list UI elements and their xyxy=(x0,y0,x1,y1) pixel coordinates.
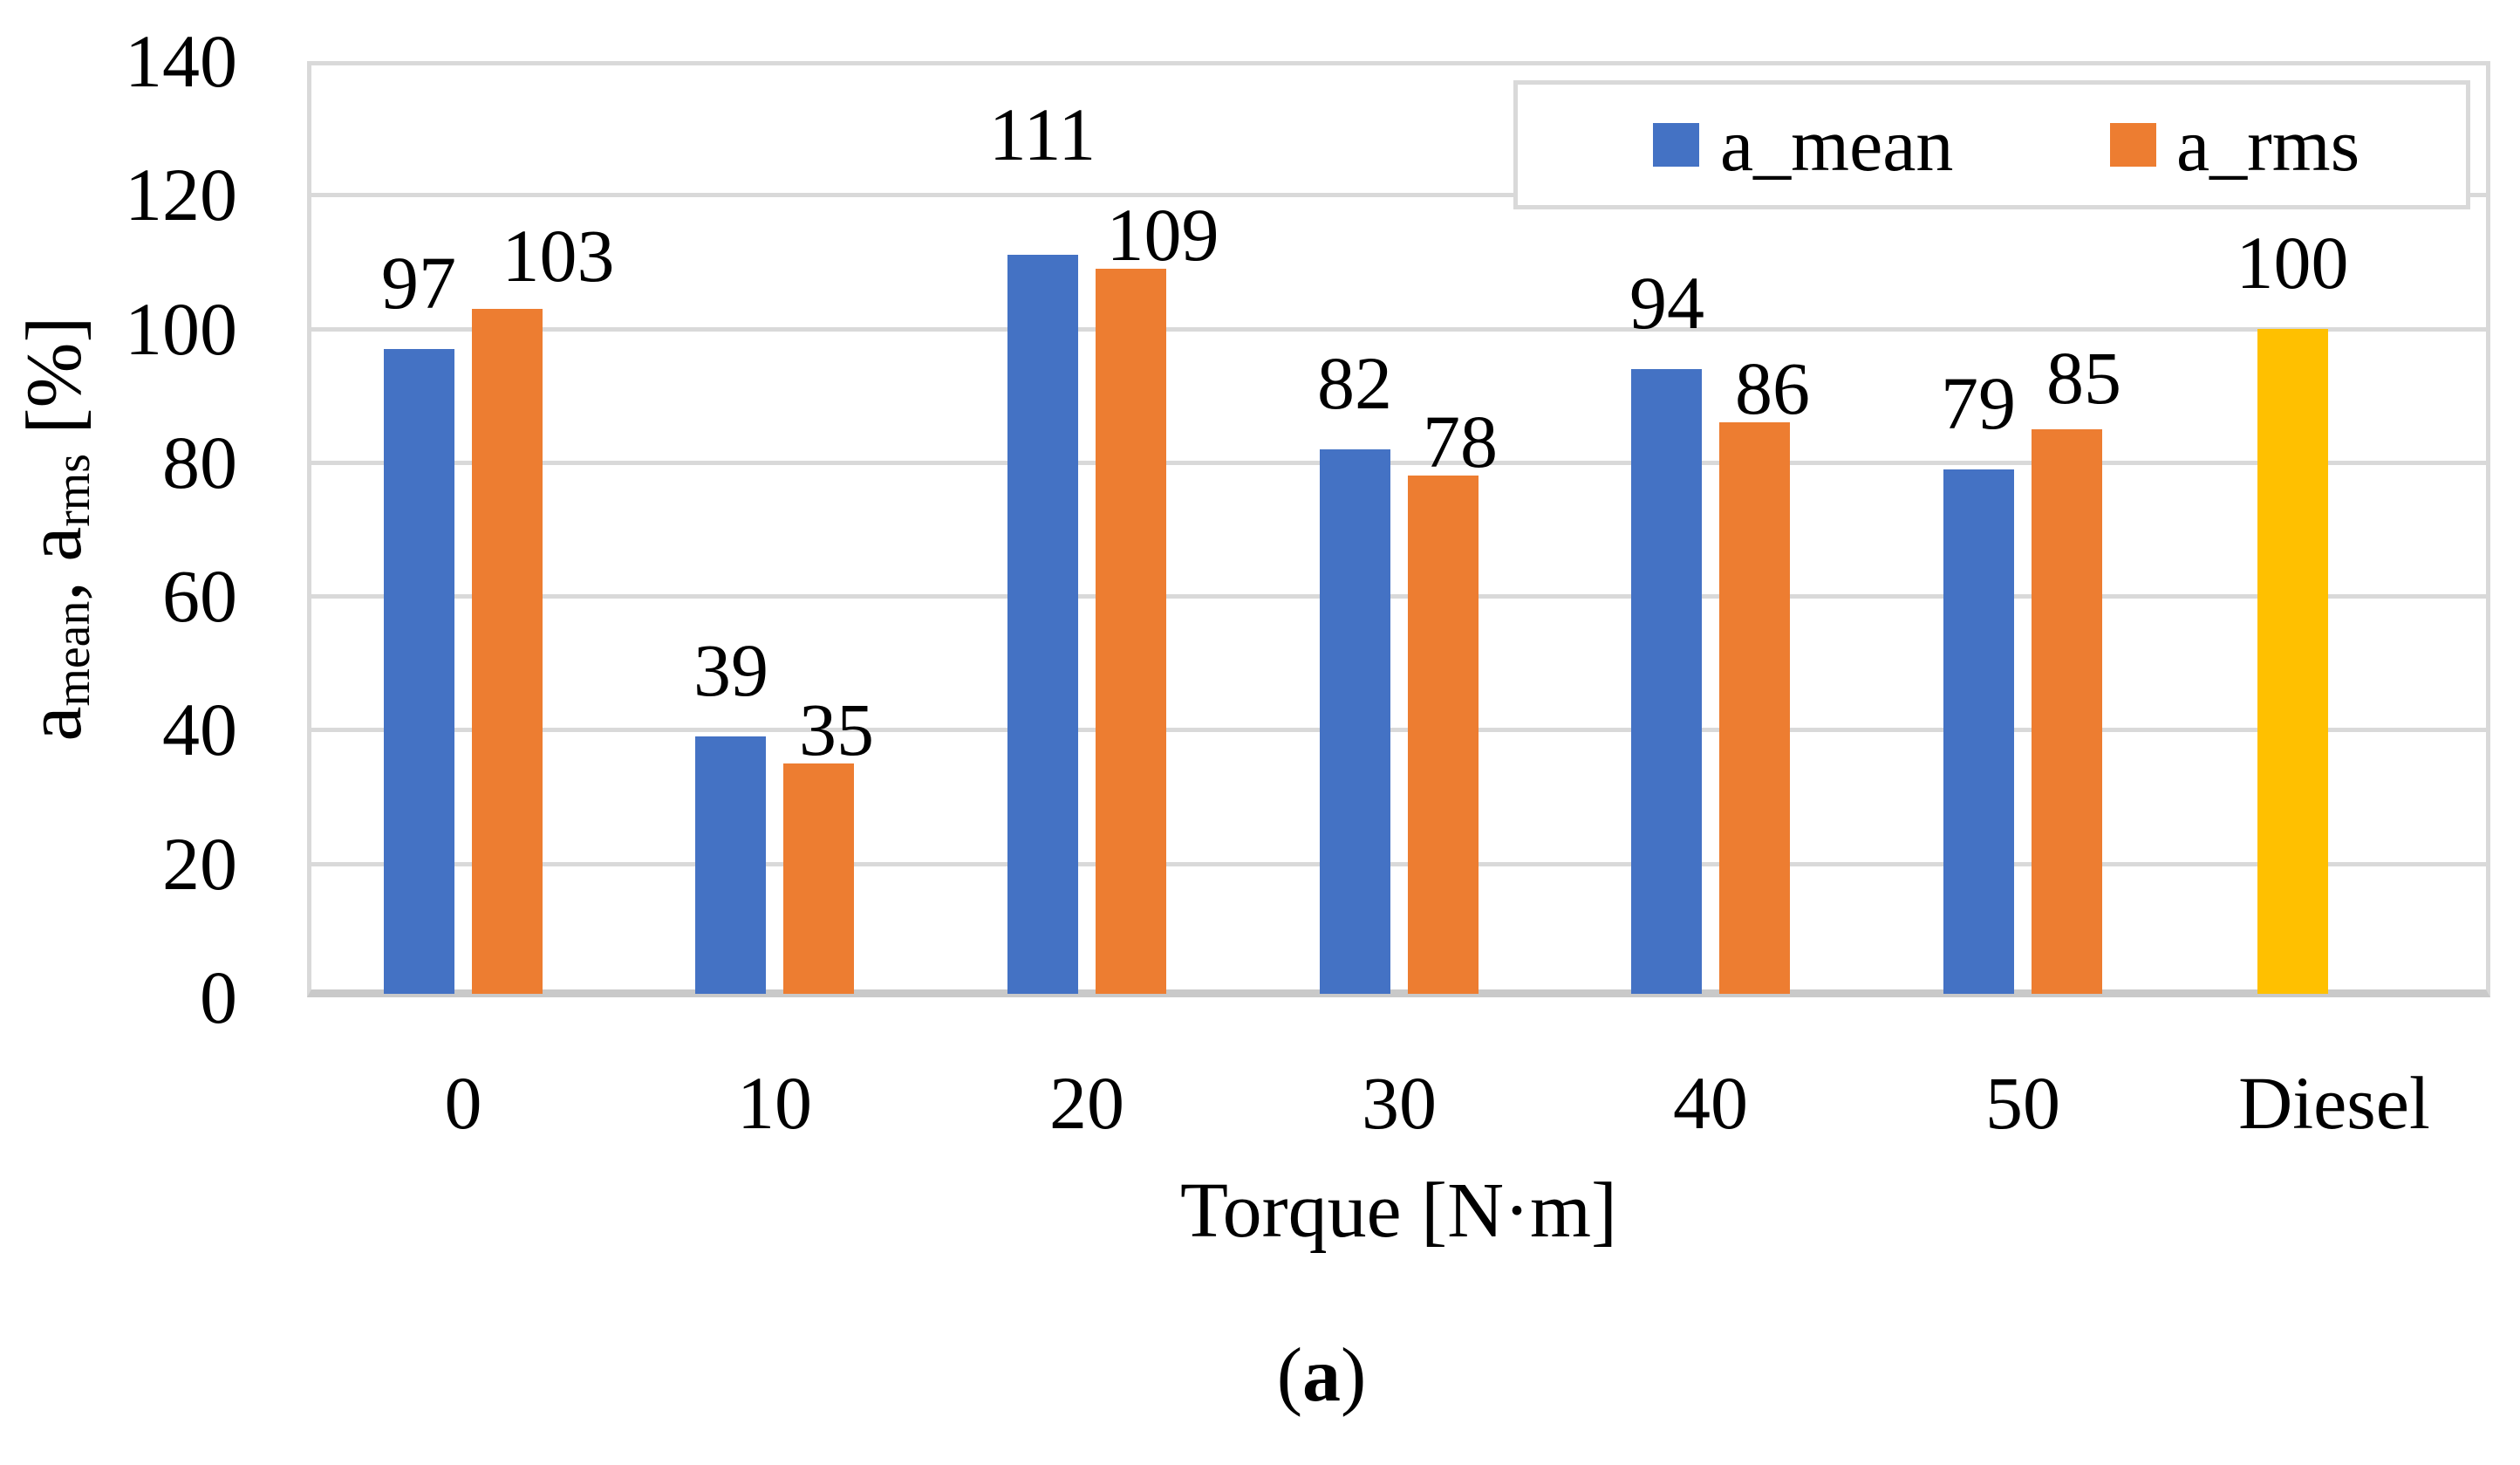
value-label-a_rms-50: 85 xyxy=(2046,336,2121,420)
caption-letter: a xyxy=(1302,1333,1341,1418)
gridline-y-120 xyxy=(311,193,2486,197)
value-label-a_mean-20: 111 xyxy=(988,92,1096,176)
bar-a_rms-30 xyxy=(1408,476,1479,994)
value-label-a_mean-10: 39 xyxy=(693,628,768,712)
value-label-a_mean-50: 79 xyxy=(1941,361,2016,445)
bar-a_mean-30 xyxy=(1320,449,1390,994)
x-tick-label-Diesel: Diesel xyxy=(2238,1061,2430,1145)
legend: a_mean a_rms xyxy=(1513,80,2470,209)
gridline-y-100 xyxy=(311,327,2486,332)
gridline-y-60 xyxy=(311,594,2486,599)
gridline-y-80 xyxy=(311,461,2486,465)
y-tick-label-140: 140 xyxy=(125,19,237,103)
x-tick-label-0: 0 xyxy=(444,1061,482,1145)
legend-swatch-a-mean xyxy=(1653,123,1699,167)
bar-a_mean-40 xyxy=(1631,369,1702,994)
x-tick-label-30: 30 xyxy=(1362,1061,1437,1145)
x-tick-label-20: 20 xyxy=(1049,1061,1124,1145)
value-label-a_rms-10: 35 xyxy=(799,688,874,771)
value-label-a_rms-20: 109 xyxy=(1106,193,1219,277)
x-tick-label-10: 10 xyxy=(737,1061,812,1145)
value-label-a_rms-0: 103 xyxy=(502,214,615,298)
x-axis-title: Torque [N·m] xyxy=(1179,1167,1618,1254)
gridline-y-40 xyxy=(311,728,2486,732)
gridline-y-20 xyxy=(311,862,2486,866)
bar-a_rms-40 xyxy=(1719,422,1790,994)
y-tick-label-80: 80 xyxy=(162,421,237,504)
bar-Diesel-Diesel xyxy=(2257,329,2328,994)
value-label-Diesel-Diesel: 100 xyxy=(2236,221,2349,305)
y-tick-label-40: 40 xyxy=(162,688,237,771)
x-tick-label-50: 50 xyxy=(1985,1061,2060,1145)
caption-paren-open: ( xyxy=(1276,1333,1302,1418)
y-tick-label-100: 100 xyxy=(125,287,237,371)
value-label-a_mean-0: 97 xyxy=(381,241,456,325)
legend-swatch-a-rms xyxy=(2110,123,2156,167)
bar-a_rms-0 xyxy=(472,309,543,994)
legend-label-a-rms: a_rms xyxy=(2176,103,2360,187)
bar-a_mean-50 xyxy=(1943,469,2014,994)
bar-a_rms-20 xyxy=(1096,269,1166,994)
y-tick-label-20: 20 xyxy=(162,822,237,906)
bar-a_mean-0 xyxy=(384,349,454,994)
value-label-a_rms-30: 78 xyxy=(1423,400,1498,483)
bar-a_mean-10 xyxy=(695,736,766,994)
bar-a_rms-10 xyxy=(783,763,854,994)
y-tick-label-60: 60 xyxy=(162,554,237,638)
value-label-a_mean-40: 94 xyxy=(1629,261,1704,345)
value-label-a_mean-30: 82 xyxy=(1317,341,1392,425)
caption-paren-close: ) xyxy=(1341,1333,1367,1418)
bar-a_rms-50 xyxy=(2032,429,2102,994)
value-label-a_rms-40: 86 xyxy=(1735,346,1810,430)
y-tick-label-0: 0 xyxy=(200,955,237,1039)
legend-label-a-mean: a_mean xyxy=(1720,103,1954,187)
x-tick-label-40: 40 xyxy=(1673,1061,1748,1145)
figure-caption: (a) xyxy=(1147,1331,1496,1421)
bar-a_mean-20 xyxy=(1007,255,1078,994)
plot-area xyxy=(307,61,2490,997)
y-tick-label-120: 120 xyxy=(125,153,237,236)
